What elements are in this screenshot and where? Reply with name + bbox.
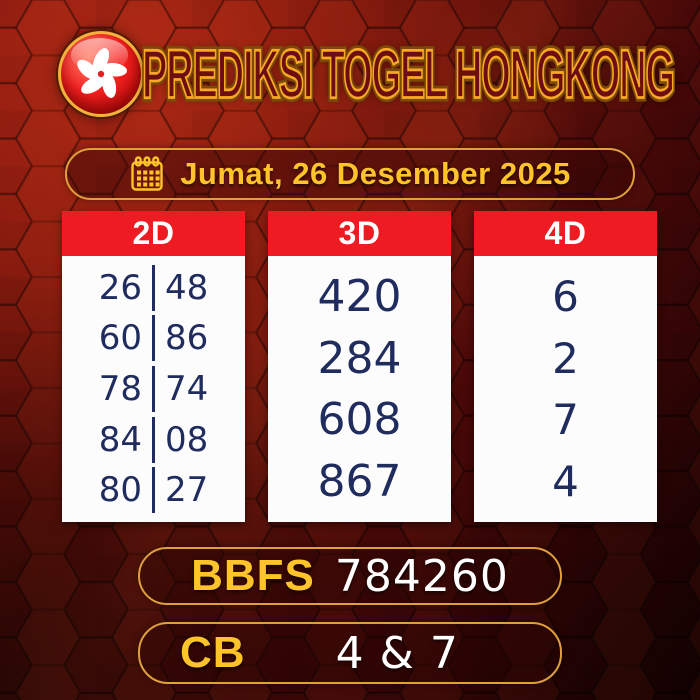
2d-pair-right: 27 (165, 470, 209, 511)
poster-content: PREDIKSI TOGEL HONGKONG PREDIKSI TOGEL H… (0, 0, 700, 684)
header: PREDIKSI TOGEL HONGKONG PREDIKSI TOGEL H… (0, 0, 700, 118)
column-4d: 4D 6 2 7 4 (474, 211, 657, 522)
pair-divider (152, 264, 155, 311)
bbfs-pill: BBFS 784260 (138, 547, 562, 605)
pair-divider (152, 416, 155, 463)
2d-pair-row: 84 08 (62, 416, 245, 463)
column-4d-body: 6 2 7 4 (474, 256, 657, 522)
2d-pair-left: 26 (98, 267, 142, 308)
page-title-text: PREDIKSI TOGEL HONGKONG (141, 35, 676, 113)
2d-pair-left: 78 (98, 368, 142, 409)
4d-digit: 6 (552, 272, 579, 322)
hong-kong-flag-logo (58, 31, 144, 117)
2d-pair-row: 80 27 (62, 467, 245, 514)
3d-value: 608 (317, 394, 402, 446)
column-3d: 3D 420 284 608 867 (268, 211, 451, 522)
3d-value: 420 (317, 270, 402, 322)
cb-label: CB (180, 628, 246, 677)
date-bar: Jumat, 26 Desember 2025 (65, 148, 635, 200)
pair-divider (152, 315, 155, 362)
2d-pair-row: 26 48 (62, 264, 245, 311)
2d-pair-left: 84 (98, 419, 142, 460)
date-text: Jumat, 26 Desember 2025 (180, 156, 571, 191)
bauhinia-flower-icon (77, 48, 127, 98)
column-2d: 2D 26 48 60 86 78 74 84 (62, 211, 245, 522)
bbfs-value: 784260 (334, 550, 509, 602)
column-2d-header: 2D (62, 211, 245, 256)
cb-value: 4 & 7 (335, 627, 459, 679)
prediction-table: 2D 26 48 60 86 78 74 84 (62, 211, 700, 522)
bbfs-pill-content: BBFS 784260 (140, 551, 560, 602)
4d-digit: 2 (552, 333, 579, 383)
column-2d-body: 26 48 60 86 78 74 84 08 (62, 256, 245, 522)
2d-pair-row: 78 74 (62, 365, 245, 412)
column-3d-body: 420 284 608 867 (268, 256, 451, 522)
cb-pill: CB 4 & 7 (138, 622, 562, 684)
2d-pair-right: 74 (165, 368, 209, 409)
calendar-icon (131, 156, 163, 191)
page-title: PREDIKSI TOGEL HONGKONG PREDIKSI TOGEL H… (140, 35, 678, 112)
2d-pair-right: 08 (165, 419, 209, 460)
cb-pill-content: CB 4 & 7 (140, 628, 560, 679)
4d-digit: 7 (552, 395, 579, 445)
2d-pair-right: 86 (165, 318, 209, 359)
4d-digit: 4 (552, 456, 579, 506)
column-4d-header: 4D (474, 211, 657, 256)
column-3d-header: 3D (268, 211, 451, 256)
pair-divider (152, 467, 155, 514)
2d-pair-row: 60 86 (62, 315, 245, 362)
bbfs-label: BBFS (191, 551, 315, 600)
2d-pair-right: 48 (165, 267, 209, 308)
3d-value: 867 (317, 456, 402, 508)
3d-value: 284 (317, 332, 402, 384)
2d-pair-left: 80 (98, 470, 142, 511)
2d-pair-left: 60 (98, 318, 142, 359)
pair-divider (152, 365, 155, 412)
